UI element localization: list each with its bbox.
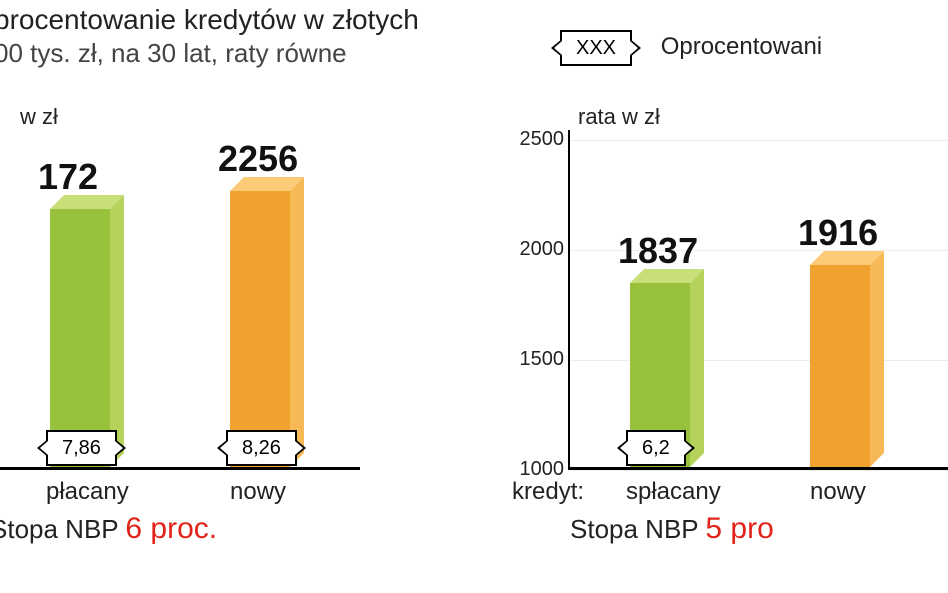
footer-value: 6 (125, 512, 142, 545)
bar-orange (230, 191, 290, 467)
bar-value-label: 1837 (618, 230, 698, 272)
y-tick-label: 1500 (514, 348, 564, 371)
gridline (570, 360, 948, 361)
axis-title-left: w zł (20, 104, 58, 130)
footer-value: 5 (705, 512, 722, 545)
bar-orange (810, 265, 870, 467)
rate-badge: 7,86 (46, 430, 117, 466)
category-prefix: kredyt: (512, 478, 584, 506)
chart-left: w zł 1727,86płacany22568,26nowyStopa NBP… (0, 140, 390, 470)
category-label: płacany (46, 478, 129, 506)
footer-suffix: pro (722, 512, 774, 545)
bar-value-label: 172 (38, 156, 98, 198)
chart-right: rata w zł 100015002000250018376,2spłacan… (520, 140, 948, 470)
legend-hex-sample: XXX (560, 30, 632, 66)
axis-title-right: rata w zł (578, 104, 660, 130)
rate-badge: 8,26 (226, 430, 297, 466)
y-axis-right (568, 130, 570, 470)
gridline (570, 140, 948, 141)
chart-subtitle: 00 tys. zł, na 30 lat, raty równe (0, 38, 347, 69)
category-label: nowy (810, 478, 866, 506)
legend: XXX Oprocentowani (560, 30, 822, 66)
y-tick-label: 2000 (514, 238, 564, 261)
bar-value-label: 1916 (798, 212, 878, 254)
chart-footer: Stopa NBP 5 pro (570, 512, 774, 546)
category-label: spłacany (626, 478, 721, 506)
legend-label: Oprocentowani (661, 33, 822, 60)
y-tick-label: 2500 (514, 128, 564, 151)
gridline (570, 470, 948, 471)
x-axis-left (0, 467, 360, 470)
category-label: nowy (230, 478, 286, 506)
bar-green (50, 209, 110, 467)
chart-title: procentowanie kredytów w złotych (0, 4, 419, 36)
chart-footer: Stopa NBP 6 proc. (0, 512, 217, 546)
bar-value-label: 2256 (218, 138, 298, 180)
footer-prefix: Stopa NBP (570, 514, 705, 544)
rate-badge: 6,2 (626, 430, 686, 466)
footer-suffix: proc. (142, 512, 217, 545)
footer-prefix: Stopa NBP (0, 514, 125, 544)
